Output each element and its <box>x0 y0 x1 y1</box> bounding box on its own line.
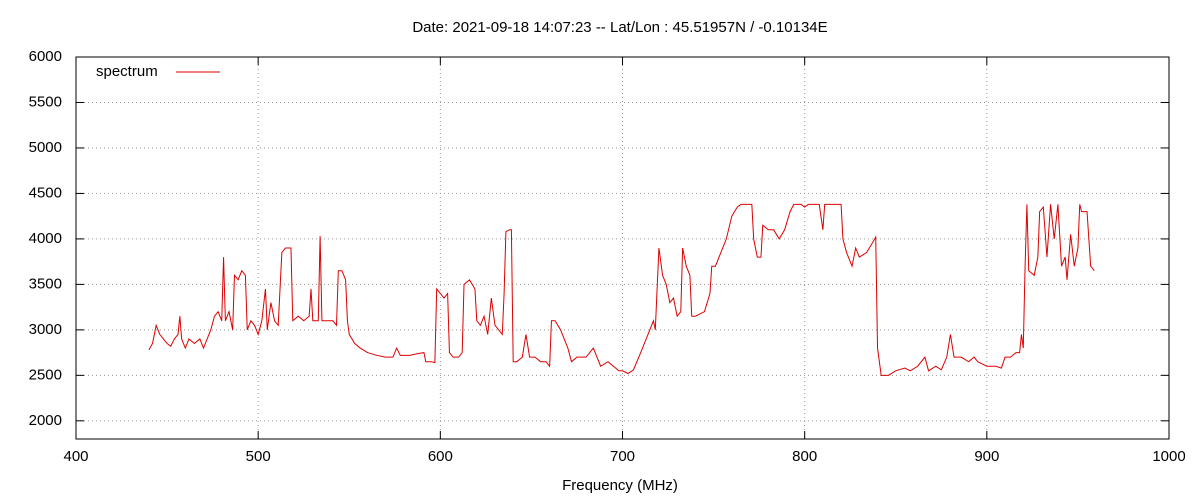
x-tick-label: 600 <box>428 448 453 465</box>
x-tick-label: 700 <box>610 448 635 465</box>
chart-title: Date: 2021-09-18 14:07:23 -- Lat/Lon : 4… <box>412 19 827 36</box>
y-tick-label: 3000 <box>29 321 62 338</box>
series-line <box>148 203 1095 376</box>
y-tick-label: 4500 <box>29 184 62 201</box>
y-tick-label: 5000 <box>29 139 62 156</box>
y-tick-label: 2500 <box>29 366 62 383</box>
x-tick-label: 500 <box>246 448 271 465</box>
x-tick-label: 1000 <box>1152 448 1185 465</box>
x-tick-label: 400 <box>63 448 88 465</box>
y-tick-label: 2000 <box>29 412 62 429</box>
y-tick-label: 6000 <box>29 48 62 65</box>
plot-frame <box>75 56 1170 440</box>
x-tick-label: 900 <box>974 448 999 465</box>
x-tick-label: 800 <box>792 448 817 465</box>
y-tick-label: 5500 <box>29 93 62 110</box>
legend-label: spectrum <box>96 63 158 80</box>
y-tick-label: 4000 <box>29 230 62 247</box>
x-axis-label: Frequency (MHz) <box>562 477 678 494</box>
y-tick-label: 3500 <box>29 275 62 292</box>
